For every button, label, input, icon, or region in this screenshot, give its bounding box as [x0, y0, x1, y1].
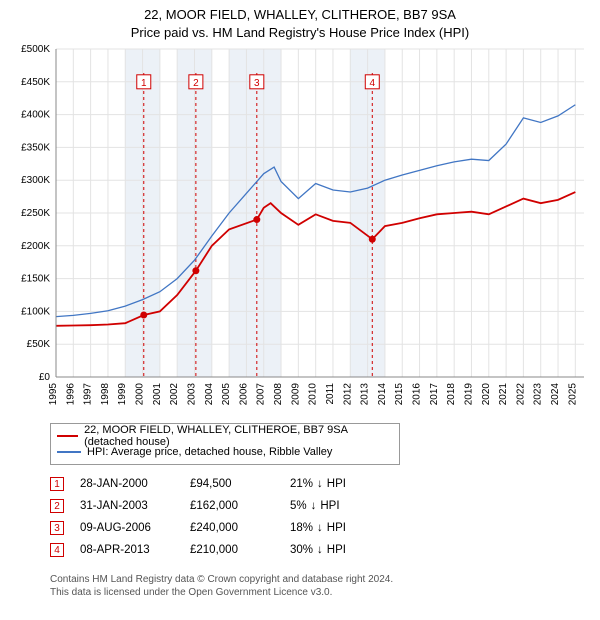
footer: Contains HM Land Registry data © Crown c…	[50, 573, 550, 599]
sale-marker-icon: 2	[50, 499, 64, 513]
svg-text:£100K: £100K	[21, 306, 50, 317]
svg-text:1999: 1999	[117, 383, 128, 406]
arrow-down-icon: ↓	[317, 544, 323, 556]
sale-date: 28-JAN-2000	[80, 478, 190, 490]
arrow-down-icon: ↓	[317, 478, 323, 490]
svg-text:2024: 2024	[550, 383, 561, 406]
svg-text:2009: 2009	[290, 383, 301, 406]
sale-price: £210,000	[190, 544, 290, 556]
footer-line-1: Contains HM Land Registry data © Crown c…	[50, 573, 550, 586]
sale-price: £162,000	[190, 500, 290, 512]
svg-text:£300K: £300K	[21, 175, 50, 186]
chart-svg: £0 £50K £100K £150K £200K £250K £300K £350K £400…	[8, 45, 592, 415]
table-row: 4 08-APR-2013 £210,000 30%↓HPI	[50, 539, 592, 561]
legend-swatch-hpi	[57, 451, 81, 453]
footer-line-2: This data is licensed under the Open Gov…	[50, 586, 550, 599]
table-row: 2 31-JAN-2003 £162,000 5%↓HPI	[50, 495, 592, 517]
svg-text:1998: 1998	[100, 383, 111, 406]
legend-swatch-property	[57, 435, 78, 437]
svg-text:2023: 2023	[533, 383, 544, 406]
svg-text:2025: 2025	[567, 383, 578, 406]
arrow-down-icon: ↓	[311, 500, 317, 512]
sale-diff: 18%↓HPI	[290, 522, 410, 534]
sale-diff: 21%↓HPI	[290, 478, 410, 490]
svg-text:2004: 2004	[204, 383, 215, 406]
svg-text:2021: 2021	[498, 383, 509, 406]
title-line-1: 22, MOOR FIELD, WHALLEY, CLITHEROE, BB7 …	[8, 6, 592, 24]
svg-text:2010: 2010	[308, 383, 319, 406]
chart: £0 £50K £100K £150K £200K £250K £300K £350K £400…	[8, 45, 592, 415]
svg-text:2001: 2001	[152, 383, 163, 406]
chart-title: 22, MOOR FIELD, WHALLEY, CLITHEROE, BB7 …	[8, 6, 592, 41]
arrow-down-icon: ↓	[317, 522, 323, 534]
svg-text:£150K: £150K	[21, 274, 50, 285]
svg-text:2008: 2008	[273, 383, 284, 406]
svg-text:£350K: £350K	[21, 142, 50, 153]
svg-text:2016: 2016	[412, 383, 423, 406]
svg-text:3: 3	[254, 78, 260, 89]
table-row: 3 09-AUG-2006 £240,000 18%↓HPI	[50, 517, 592, 539]
title-line-2: Price paid vs. HM Land Registry's House …	[8, 24, 592, 42]
svg-text:1997: 1997	[83, 383, 94, 406]
svg-text:£450K: £450K	[21, 77, 50, 88]
sale-diff: 30%↓HPI	[290, 544, 410, 556]
svg-text:2011: 2011	[325, 383, 336, 405]
svg-text:£400K: £400K	[21, 110, 50, 121]
sale-marker-icon: 4	[50, 543, 64, 557]
svg-text:2000: 2000	[135, 383, 146, 406]
svg-text:2017: 2017	[429, 383, 440, 406]
svg-text:4: 4	[369, 78, 375, 89]
svg-text:2013: 2013	[360, 383, 371, 406]
svg-text:2018: 2018	[446, 383, 457, 406]
svg-text:2022: 2022	[515, 383, 526, 406]
svg-text:2002: 2002	[169, 383, 180, 406]
svg-text:2003: 2003	[186, 383, 197, 406]
svg-text:2019: 2019	[463, 383, 474, 406]
sale-date: 08-APR-2013	[80, 544, 190, 556]
svg-text:2020: 2020	[481, 383, 492, 406]
sale-marker-icon: 3	[50, 521, 64, 535]
svg-text:2007: 2007	[256, 383, 267, 406]
svg-text:£50K: £50K	[27, 339, 51, 350]
svg-text:1: 1	[141, 78, 147, 89]
svg-text:2015: 2015	[394, 383, 405, 406]
sale-date: 09-AUG-2006	[80, 522, 190, 534]
svg-text:£250K: £250K	[21, 208, 50, 219]
legend-label-hpi: HPI: Average price, detached house, Ribb…	[87, 446, 332, 458]
legend-item-property: 22, MOOR FIELD, WHALLEY, CLITHEROE, BB7 …	[57, 428, 393, 444]
svg-text:2014: 2014	[377, 383, 388, 406]
sale-price: £240,000	[190, 522, 290, 534]
sale-diff: 5%↓HPI	[290, 500, 410, 512]
svg-text:£200K: £200K	[21, 241, 50, 252]
legend-label-property: 22, MOOR FIELD, WHALLEY, CLITHEROE, BB7 …	[84, 424, 393, 448]
svg-text:£500K: £500K	[21, 45, 50, 55]
svg-text:£0: £0	[39, 372, 51, 383]
svg-text:2005: 2005	[221, 383, 232, 406]
svg-text:2006: 2006	[238, 383, 249, 406]
svg-text:1995: 1995	[48, 383, 59, 406]
svg-text:2012: 2012	[342, 383, 353, 406]
table-row: 1 28-JAN-2000 £94,500 21%↓HPI	[50, 473, 592, 495]
sale-marker-icon: 1	[50, 477, 64, 491]
sales-table: 1 28-JAN-2000 £94,500 21%↓HPI 2 31-JAN-2…	[50, 473, 592, 561]
sale-date: 31-JAN-2003	[80, 500, 190, 512]
svg-text:1996: 1996	[65, 383, 76, 406]
sale-price: £94,500	[190, 478, 290, 490]
svg-text:2: 2	[193, 78, 199, 89]
legend: 22, MOOR FIELD, WHALLEY, CLITHEROE, BB7 …	[50, 423, 400, 465]
